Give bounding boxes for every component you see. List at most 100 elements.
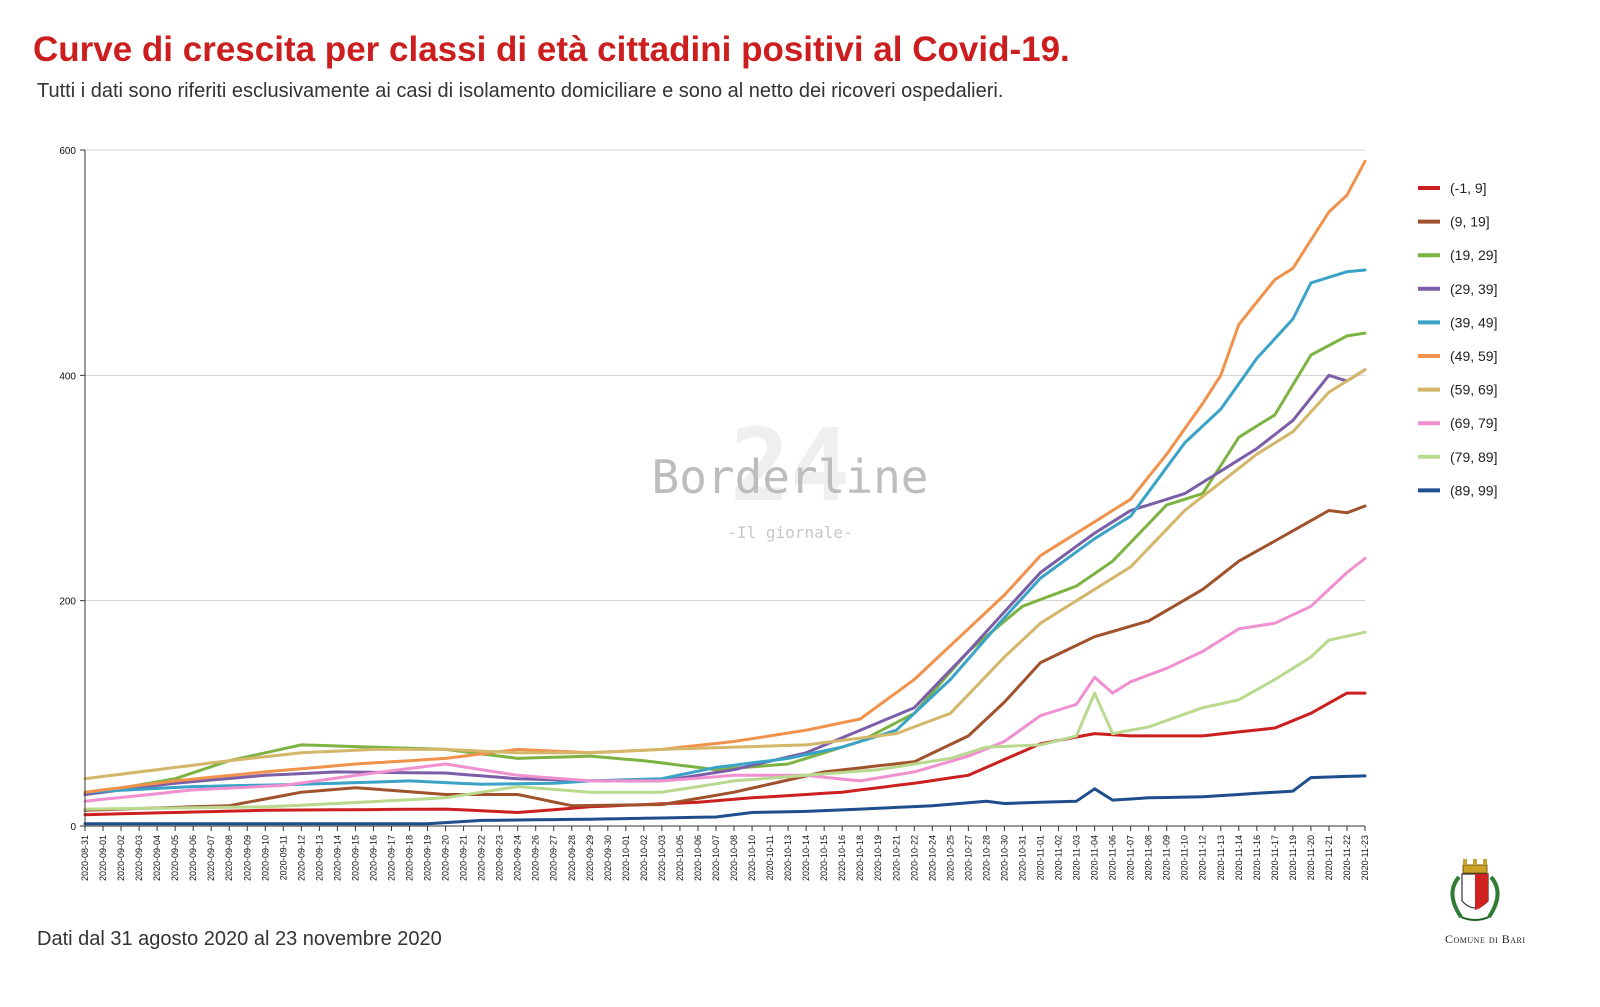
x-tick-label: 2020-09-05 bbox=[170, 835, 180, 881]
x-tick-label: 2020-10-08 bbox=[729, 835, 739, 881]
x-tick-label: 2020-09-29 bbox=[585, 835, 595, 881]
legend-label: (29, 39] bbox=[1450, 281, 1497, 297]
x-tick-label: 2020-10-07 bbox=[711, 835, 721, 881]
watermark-tagline: -Il giornale- bbox=[727, 523, 852, 542]
legend-label: (79, 89] bbox=[1450, 449, 1497, 465]
y-axis-ticks: 0 200 400 600 bbox=[59, 146, 85, 833]
x-tick-label: 2020-11-21 bbox=[1324, 835, 1334, 880]
x-tick-label: 2020-09-14 bbox=[332, 835, 342, 881]
x-tick-label: 2020-10-28 bbox=[981, 835, 991, 881]
x-tick-label: 2020-11-14 bbox=[1234, 835, 1244, 880]
x-tick-label: 2020-10-27 bbox=[963, 835, 973, 881]
x-tick-label: 2020-10-03 bbox=[657, 835, 667, 881]
legend-label: (-1, 9] bbox=[1450, 180, 1487, 196]
series-line bbox=[83, 368, 1367, 781]
x-tick-label: 2020-10-30 bbox=[999, 835, 1009, 881]
x-tick-label: 2020-09-06 bbox=[188, 835, 198, 881]
x-tick-label: 2020-09-26 bbox=[531, 835, 541, 881]
x-tick-label: 2020-08-31 bbox=[80, 835, 90, 881]
watermark: 24 Borderline -Il giornale- bbox=[652, 407, 929, 542]
legend-label: (49, 59] bbox=[1450, 348, 1497, 364]
x-tick-label: 2020-10-18 bbox=[855, 835, 865, 881]
x-tick-label: 2020-11-06 bbox=[1108, 835, 1118, 880]
x-tick-label: 2020-10-24 bbox=[927, 835, 937, 881]
series-line bbox=[83, 368, 1367, 796]
x-tick-label: 2020-10-05 bbox=[675, 835, 685, 881]
series-line bbox=[83, 268, 1367, 794]
x-tick-label: 2020-11-04 bbox=[1090, 835, 1100, 880]
legend-label: (9, 19] bbox=[1450, 214, 1490, 230]
x-tick-label: 2020-11-09 bbox=[1162, 835, 1172, 880]
x-tick-label: 2020-10-13 bbox=[783, 835, 793, 881]
chart-axes bbox=[84, 150, 1365, 827]
legend-label: (69, 79] bbox=[1450, 415, 1497, 431]
y-tick-label: 0 bbox=[70, 822, 76, 833]
x-tick-label: 2020-09-12 bbox=[296, 835, 306, 881]
x-tick-label: 2020-09-16 bbox=[368, 835, 378, 881]
legend-label: (59, 69] bbox=[1450, 382, 1497, 398]
x-tick-label: 2020-11-23 bbox=[1360, 835, 1370, 880]
x-tick-label: 2020-09-07 bbox=[206, 835, 216, 881]
x-tick-label: 2020-11-07 bbox=[1126, 835, 1136, 880]
x-tick-label: 2020-10-31 bbox=[1017, 835, 1027, 881]
date-range-note: Dati dal 31 agosto 2020 al 23 novembre 2… bbox=[37, 928, 442, 950]
x-tick-label: 2020-11-13 bbox=[1216, 835, 1226, 880]
x-tick-label: 2020-11-08 bbox=[1144, 835, 1154, 880]
x-tick-label: 2020-09-24 bbox=[513, 835, 523, 881]
chart-subtitle: Tutti i dati sono riferiti esclusivament… bbox=[37, 80, 1004, 102]
x-tick-label: 2020-10-14 bbox=[801, 835, 811, 881]
x-tick-label: 2020-11-19 bbox=[1288, 835, 1298, 880]
x-tick-label: 2020-09-18 bbox=[405, 835, 415, 881]
x-tick-label: 2020-10-19 bbox=[873, 835, 883, 881]
logo-caption: Comune di Bari bbox=[1445, 932, 1526, 946]
x-tick-label: 2020-10-15 bbox=[819, 835, 829, 881]
y-tick-label: 400 bbox=[59, 371, 76, 382]
x-tick-label: 2020-11-20 bbox=[1306, 835, 1316, 880]
x-tick-label: 2020-09-30 bbox=[603, 835, 613, 881]
chart-series bbox=[83, 159, 1367, 826]
watermark-brand: Borderline bbox=[652, 450, 929, 504]
x-tick-label: 2020-09-22 bbox=[477, 835, 487, 881]
x-tick-label: 2020-09-10 bbox=[260, 835, 270, 881]
x-tick-label: 2020-11-22 bbox=[1342, 835, 1352, 880]
chart-title: Curve di crescita per classi di età citt… bbox=[33, 30, 1070, 69]
chart-grid bbox=[85, 149, 1365, 602]
x-tick-label: 2020-09-17 bbox=[386, 835, 396, 881]
x-tick-label: 2020-09-03 bbox=[134, 835, 144, 881]
series-line bbox=[83, 159, 1367, 794]
x-tick-label: 2020-11-12 bbox=[1198, 835, 1208, 880]
x-tick-label: 2020-09-27 bbox=[549, 835, 559, 881]
x-tick-label: 2020-11-10 bbox=[1180, 835, 1190, 880]
series-line bbox=[83, 504, 1367, 812]
x-tick-label: 2020-10-22 bbox=[909, 835, 919, 881]
series-line bbox=[83, 691, 1367, 817]
legend-label: (39, 49] bbox=[1450, 314, 1497, 330]
x-tick-label: 2020-09-09 bbox=[242, 835, 252, 881]
x-tick-label: 2020-09-13 bbox=[314, 835, 324, 881]
x-tick-label: 2020-11-01 bbox=[1035, 835, 1045, 880]
x-tick-label: 2020-10-16 bbox=[837, 835, 847, 881]
x-tick-label: 2020-09-21 bbox=[459, 835, 469, 881]
x-tick-label: 2020-10-10 bbox=[747, 835, 757, 881]
series-line bbox=[83, 630, 1367, 811]
x-tick-label: 2020-11-16 bbox=[1252, 835, 1262, 880]
x-tick-label: 2020-11-02 bbox=[1054, 835, 1064, 880]
x-tick-label: 2020-09-23 bbox=[495, 835, 505, 881]
x-tick-label: 2020-10-11 bbox=[765, 835, 775, 880]
x-tick-label: 2020-10-06 bbox=[693, 835, 703, 881]
legend-label: (19, 29] bbox=[1450, 247, 1497, 263]
x-tick-label: 2020-09-02 bbox=[116, 835, 126, 881]
x-tick-label: 2020-09-19 bbox=[423, 835, 433, 881]
series-line bbox=[83, 331, 1367, 796]
x-axis-ticks: 2020-08-31 2020-09-01 2020-09-02 2020-09-03… bbox=[80, 826, 1370, 881]
y-tick-label: 600 bbox=[59, 146, 76, 157]
x-tick-label: 2020-09-01 bbox=[98, 835, 108, 881]
x-tick-label: 2020-10-21 bbox=[891, 835, 901, 881]
x-tick-label: 2020-10-02 bbox=[639, 835, 649, 881]
legend-label: (89, 99] bbox=[1450, 482, 1497, 498]
series-line bbox=[83, 774, 1367, 826]
x-tick-label: 2020-09-11 bbox=[278, 835, 288, 880]
x-tick-label: 2020-11-17 bbox=[1270, 835, 1280, 880]
x-tick-label: 2020-09-15 bbox=[350, 835, 360, 881]
